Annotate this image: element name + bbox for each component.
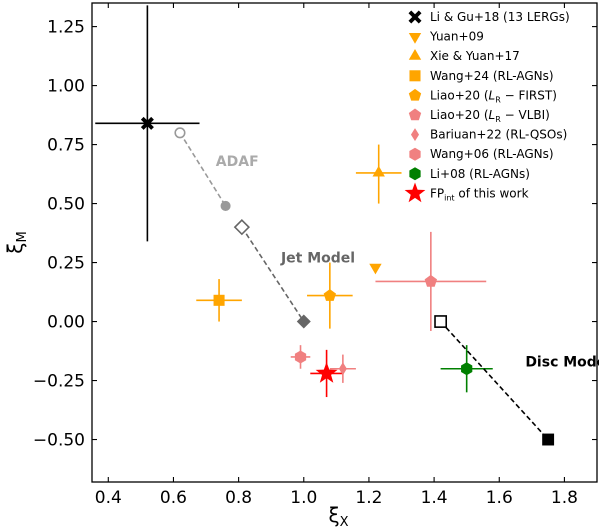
liao-20-lr-vlbi-marker (424, 274, 438, 287)
bariuan-22-rl-qsos-marker (338, 362, 347, 376)
legend-wang-06-rl-agns-marker (409, 147, 421, 161)
y-tick-label: 0.25 (47, 254, 85, 274)
x-tick-label: 1.8 (551, 488, 578, 508)
x-tick-label: 1.0 (290, 488, 317, 508)
legend-li-gu-18-13-lergs-marker (408, 10, 422, 24)
y-tick-label: 0.75 (47, 136, 85, 156)
x-tick-label: 0.4 (95, 488, 122, 508)
legend-li-08-rl-agns-label: Li+08 (RL-AGNs) (430, 167, 530, 181)
legend-yuan-09-label: Yuan+09 (429, 30, 484, 44)
adaf-line (179, 132, 227, 207)
wang-24-rl-agns-marker (213, 294, 225, 306)
y-tick-label: 0.50 (47, 195, 85, 215)
jet-model-point-0 (233, 219, 251, 236)
li-gu-18-13-lergs-marker (140, 116, 154, 130)
legend-bariuan-22-rl-qsos-marker (410, 128, 420, 142)
y-tick-label: 1.00 (47, 77, 85, 97)
x-axis-label: ξX (328, 503, 348, 527)
x-tick-label: 0.6 (160, 488, 187, 508)
legend-liao-20-r-vlbi-marker (408, 108, 422, 121)
y-tick-label: 1.25 (47, 18, 85, 38)
y-axis-label: ξM (3, 231, 30, 253)
legend-xie-yuan-17-label: Xie & Yuan+17 (430, 49, 520, 63)
legend-bariuan-22-rl-qsos-label: Bariuan+22 (RL-QSOs) (430, 128, 567, 142)
adaf-label: ADAF (216, 154, 259, 170)
disc-model-point-0 (434, 315, 448, 328)
disc-model-line (440, 321, 549, 441)
jet-model-label: Jet Model (280, 251, 355, 267)
legend-li-08-rl-agns-marker (409, 167, 421, 181)
y-tick-label: −0.50 (33, 431, 85, 451)
legend-wang-24-rl-agns-label: Wang+24 (RL-AGNs) (430, 69, 554, 83)
disc-model-label: Disc Model (525, 354, 599, 370)
model-lines-layer: ADAF Jet Model Disc Model (174, 127, 599, 446)
x-tick-label: 1.6 (486, 488, 513, 508)
legend-liao-20-r-first-marker (408, 88, 422, 101)
jet-model-point-1 (296, 314, 311, 329)
y-tick-label: −0.25 (33, 372, 85, 392)
legend-liao-20-r-first-label: Liao+20 (LR − FIRST) (430, 88, 557, 104)
x-tick-label: 1.2 (355, 488, 382, 508)
legend: Li & Gu+18 (13 LERGs) Yuan+09 Xie & Yuan+1… (404, 10, 570, 203)
error-bars-layer (95, 5, 493, 398)
legend-xie-yuan-17-marker (408, 49, 422, 60)
y-tick-label: 0.00 (47, 313, 85, 333)
liao-20-lr-first-marker (323, 289, 337, 301)
legend-wang-06-rl-agns-label: Wang+06 (RL-AGNs) (430, 147, 554, 161)
x-tick-label: 1.4 (421, 488, 448, 508)
xie-yuan-17-marker (372, 165, 385, 177)
legend-fpint-of-this-work-marker (404, 182, 426, 203)
yuan-09-marker (369, 263, 382, 275)
fp-of-this-work-marker (315, 361, 338, 383)
adaf-point-0 (174, 127, 186, 139)
legend-yuan-09-marker (408, 33, 422, 44)
legend-fpint-of-this-work-label: FPint of this work (430, 186, 529, 202)
jet-model-line (241, 226, 305, 322)
legend-wang-24-rl-agns-marker (409, 70, 421, 82)
legend-li-gu-18-13-lergs-label: Li & Gu+18 (13 LERGs) (430, 10, 570, 24)
disc-model-point-1 (542, 433, 555, 446)
x-tick-label: 0.8 (225, 488, 252, 508)
li-08-rl-agns-marker (461, 362, 473, 376)
plot-frame (91, 2, 598, 483)
axes-layer: 0.4 0.6 0.8 1.0 1.2 1.4 1.6 1.8 −0.50 −0.25 0.00 0.… (3, 2, 598, 527)
legend-liao-20-r-vlbi-label: Liao+20 (LR − VLBI) (430, 108, 550, 124)
wang-06-rl-agns-marker (294, 350, 307, 364)
markers-layer (140, 116, 473, 383)
adaf-point-1 (220, 200, 231, 211)
